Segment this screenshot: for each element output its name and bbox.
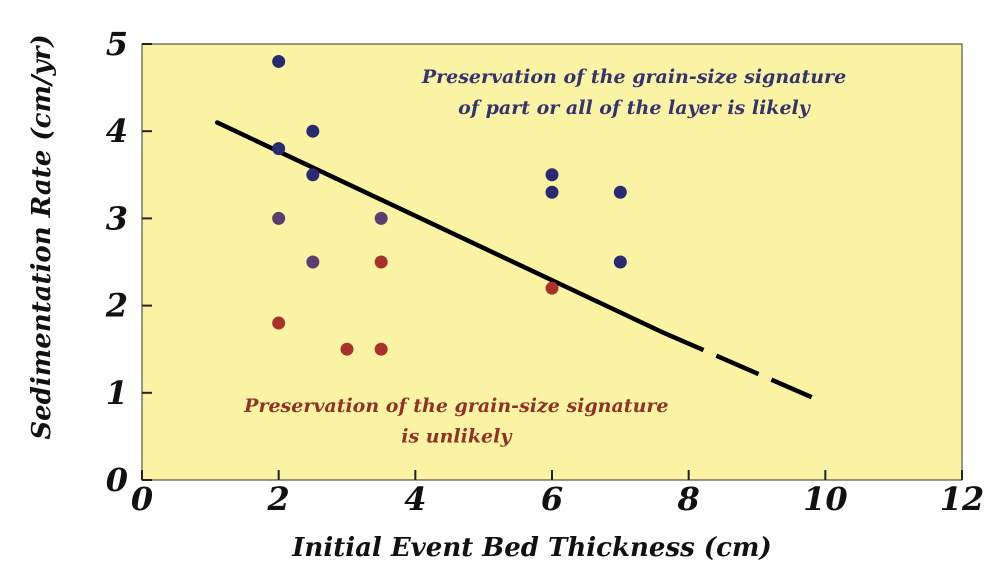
x-tick-label: 8	[677, 480, 700, 518]
data-point-unlikely	[545, 281, 559, 295]
y-tick-label: 2	[105, 287, 128, 325]
data-point-preserved	[306, 168, 320, 182]
y-axis-ticks: 0 1 2 3 4 5	[105, 25, 152, 499]
annotations: Preservation of the grain-size signature…	[243, 66, 846, 447]
y-tick-label: 5	[106, 25, 128, 63]
y-axis-title: Sedimentation Rate (cm/yr)	[27, 34, 57, 439]
y-tick-label: 4	[106, 112, 128, 150]
data-point-preserved	[272, 142, 286, 156]
x-axis-title: Initial Event Bed Thickness (cm)	[291, 533, 771, 563]
annotation-top-line: of part or all of the layer is likely	[458, 97, 812, 119]
boundary-line-solid	[214, 120, 664, 335]
x-tick-label: 10	[803, 480, 848, 518]
data-point-unlikely	[340, 342, 354, 356]
x-tick-label: 4	[404, 480, 426, 518]
plot-area	[141, 43, 963, 481]
data-point-unlikely	[374, 255, 388, 269]
y-tick-label: 3	[106, 199, 128, 237]
data-point-preserved	[545, 185, 559, 199]
data-point-unlikely	[272, 316, 286, 330]
data-point-preserved	[306, 124, 320, 138]
boundary-line-group	[214, 120, 813, 400]
data-point-transition	[306, 255, 320, 269]
x-tick-label: 2	[267, 480, 290, 518]
annotation-bottom-line: is unlikely	[401, 426, 513, 448]
boundary-line-dashed	[660, 329, 813, 400]
data-points	[272, 54, 627, 356]
x-tick-label: 6	[541, 480, 563, 518]
data-point-preserved	[613, 255, 627, 269]
annotation-bottom-line: Preservation of the grain-size signature	[243, 395, 668, 417]
x-tick-label: 0	[131, 480, 153, 518]
y-tick-label: 0	[106, 461, 128, 499]
data-point-transition	[272, 211, 286, 225]
x-axis-ticks: 0 2 4 6 8 10 12	[131, 470, 984, 518]
y-tick-label: 1	[106, 374, 128, 412]
annotation-top-line: Preservation of the grain-size signature	[421, 66, 846, 88]
x-tick-label: 12	[940, 480, 985, 518]
data-point-unlikely	[374, 342, 388, 356]
data-point-preserved	[272, 54, 286, 68]
data-point-transition	[374, 211, 388, 225]
data-point-preserved	[613, 185, 627, 199]
data-point-preserved	[545, 168, 559, 182]
